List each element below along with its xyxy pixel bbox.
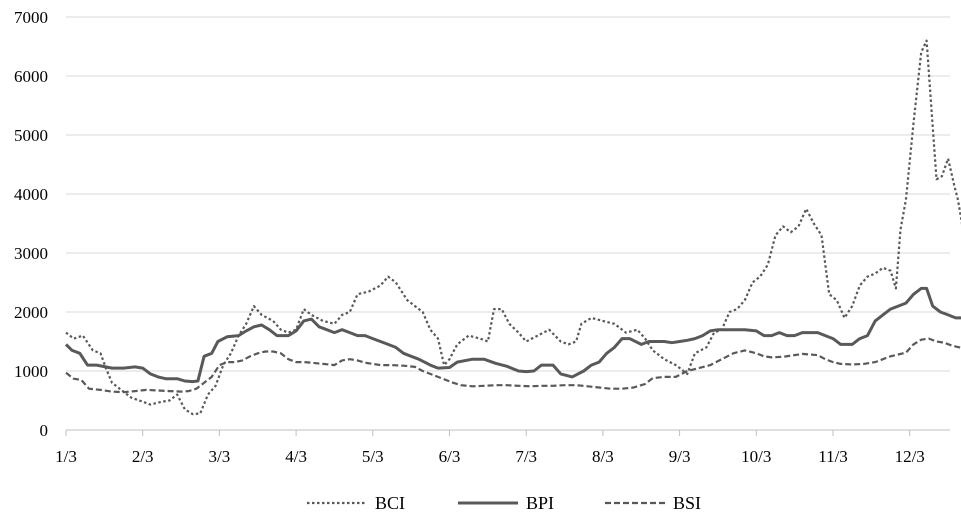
- x-tick-label-8: 9/3: [669, 447, 691, 466]
- x-tick-label-2: 3/3: [209, 447, 231, 466]
- x-tick-label-10: 11/3: [818, 447, 848, 466]
- y-tick-label-6000: 6000: [14, 67, 48, 86]
- y-tick-label-7000: 7000: [14, 8, 48, 27]
- x-tick-label-11: 12/3: [895, 447, 925, 466]
- x-tick-label-1: 2/3: [132, 447, 154, 466]
- y-tick-label-5000: 5000: [14, 126, 48, 145]
- series-line-bci: [65, 39, 961, 416]
- x-tick-label-3: 4/3: [285, 447, 307, 466]
- gridlines: [66, 16, 950, 372]
- y-tick-label-0: 0: [40, 421, 49, 440]
- legend-label-bsi: BSI: [673, 493, 701, 513]
- series-line-bsi: [65, 337, 961, 394]
- legend-label-bpi: BPI: [526, 493, 554, 513]
- series-line-bpi: [64, 286, 961, 384]
- x-tick-label-9: 10/3: [741, 447, 771, 466]
- x-tick-label-7: 8/3: [592, 447, 614, 466]
- y-tick-label-3000: 3000: [14, 244, 48, 263]
- legend-label-bci: BCI: [375, 493, 405, 513]
- axes: 0 1000 2000 3000 4000 5000 6000 7000 1/3 2/3 3/3 4/…: [14, 8, 950, 466]
- legend: BCI BPI BSI: [307, 493, 701, 513]
- x-tick-label-6: 7/3: [515, 447, 537, 466]
- y-tick-label-4000: 4000: [14, 185, 48, 204]
- y-tick-label-2000: 2000: [14, 303, 48, 322]
- x-tick-label-4: 5/3: [362, 447, 384, 466]
- x-tick-label-5: 6/3: [439, 447, 461, 466]
- x-tick-label-0: 1/3: [55, 447, 77, 466]
- series-lines: [64, 39, 961, 416]
- y-tick-label-1000: 1000: [14, 362, 48, 381]
